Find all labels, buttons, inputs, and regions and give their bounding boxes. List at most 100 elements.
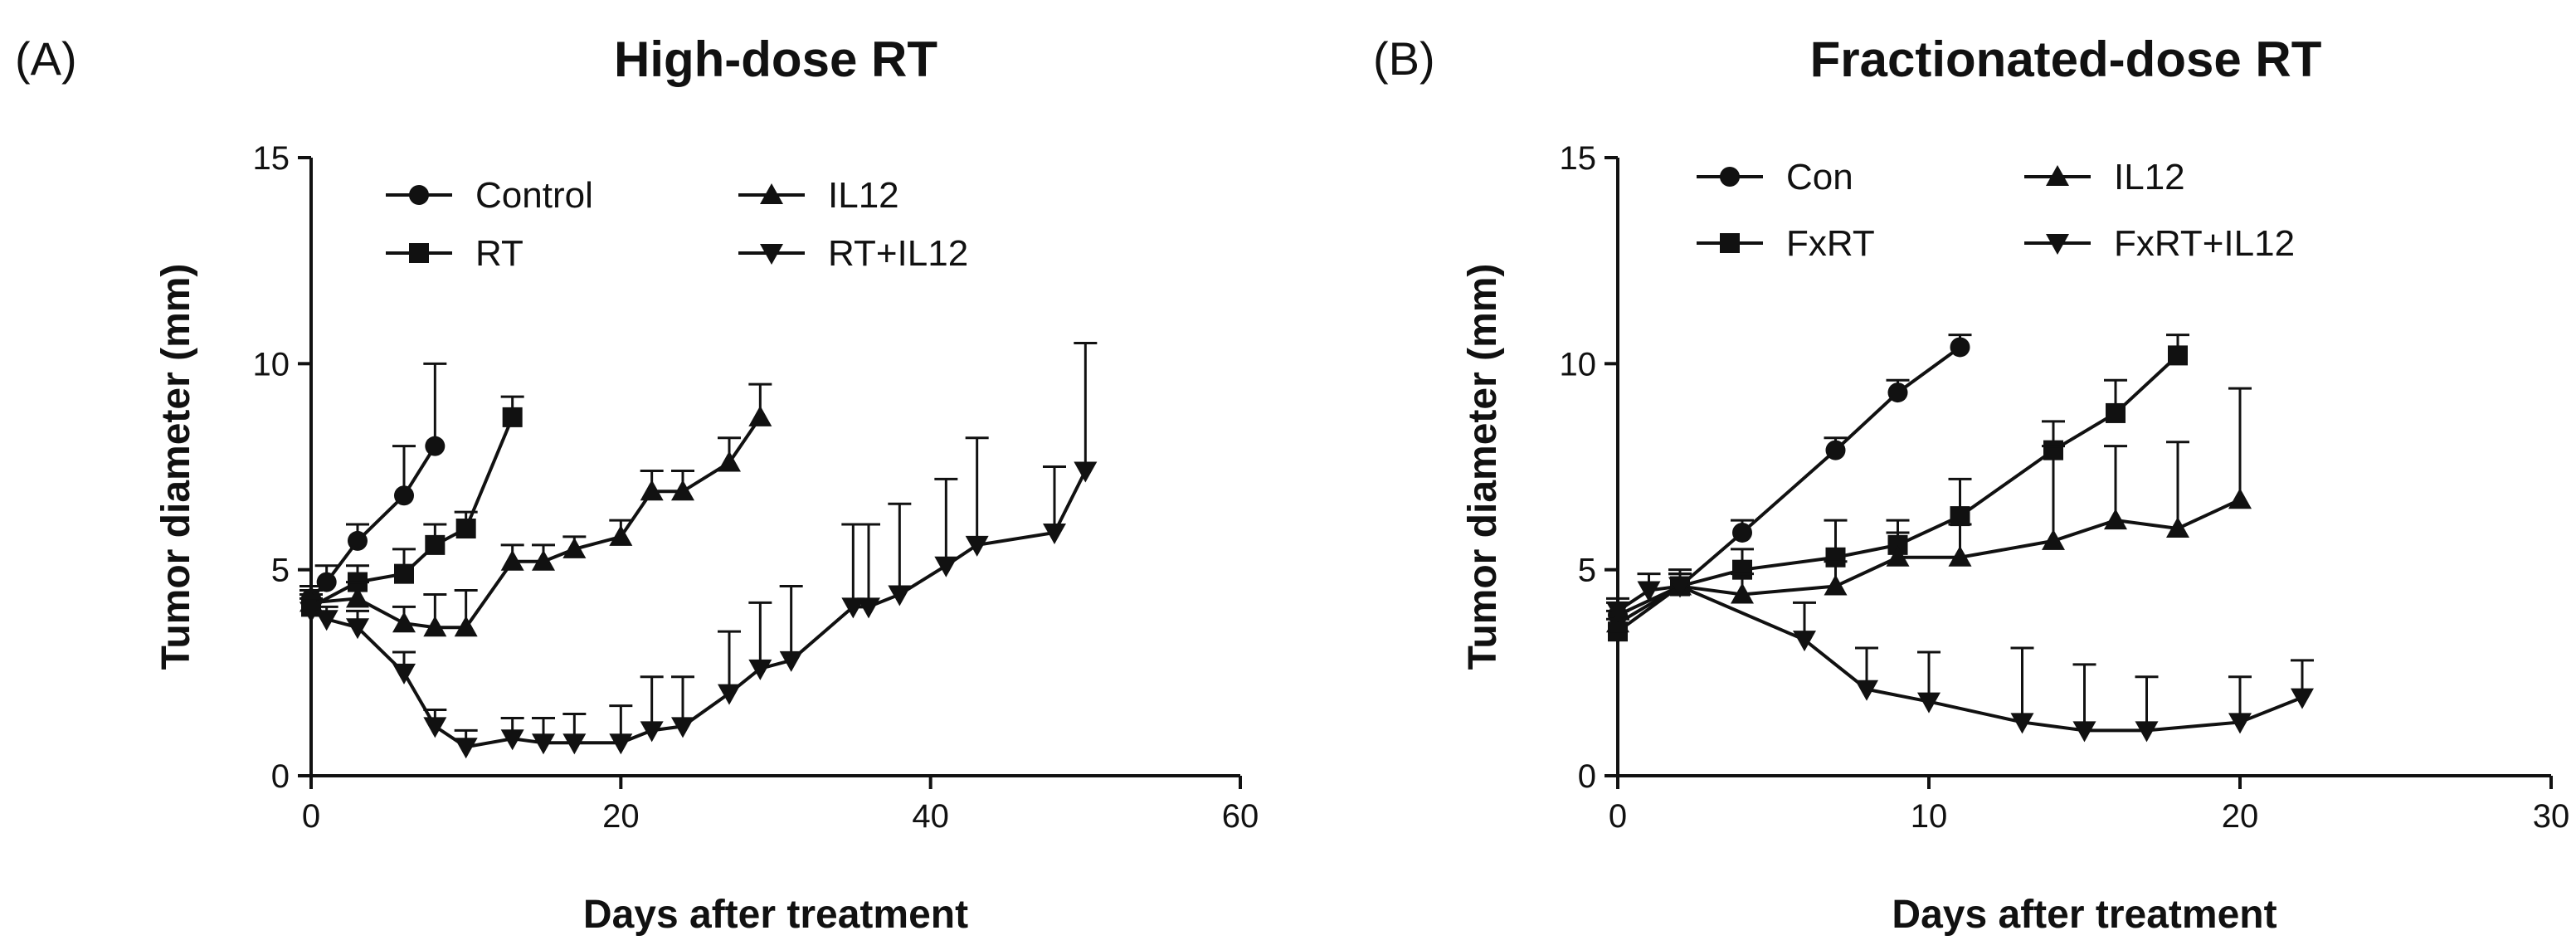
- data-point: [423, 717, 447, 738]
- data-point: [1606, 602, 1629, 623]
- series-control: [299, 362, 447, 609]
- legend-item-control: Control: [386, 175, 593, 216]
- series-line: [1616, 498, 2241, 625]
- panel-a: (A) High-dose RT 0 5 10 15 0 20 40 60 Tumor diam…: [15, 32, 1259, 937]
- series-con: [1606, 334, 1972, 626]
- data-point: [454, 738, 478, 759]
- data-point: [532, 549, 555, 571]
- legend-item-fxrt-il12: FxRT+IL12: [2024, 223, 2295, 264]
- series-rt-il12: [299, 342, 1098, 759]
- data-point: [2104, 509, 2127, 530]
- data-point: [532, 733, 555, 755]
- data-point: [500, 549, 524, 571]
- data-point: [500, 729, 524, 751]
- legend-marker: [760, 244, 783, 265]
- legend-item-rt-il12: RT+IL12: [738, 233, 968, 274]
- y-tick-label: 15: [253, 140, 290, 177]
- legend-label: Con: [1786, 157, 1853, 197]
- data-point: [346, 618, 369, 640]
- legend-marker: [760, 183, 783, 204]
- data-point: [2228, 713, 2252, 734]
- data-point: [1793, 631, 1816, 652]
- y-tick-label: 10: [253, 346, 290, 382]
- data-point: [609, 524, 633, 546]
- legend-label: IL12: [2114, 157, 2185, 197]
- data-point: [392, 663, 416, 684]
- y-tick-label: 5: [1578, 553, 1596, 589]
- data-point: [1855, 680, 1878, 701]
- data-point: [454, 616, 478, 637]
- data-point: [1637, 581, 1661, 602]
- data-point: [1043, 523, 1066, 544]
- data-point: [502, 407, 523, 427]
- data-point: [965, 535, 989, 557]
- data-point: [423, 616, 447, 637]
- data-point: [316, 572, 337, 592]
- legend-item-fxrt: FxRT: [1697, 223, 1875, 264]
- legend-label: IL12: [828, 175, 899, 216]
- data-point: [2135, 721, 2159, 743]
- chart-title: High-dose RT: [614, 32, 937, 87]
- x-axis-label: Days after treatment: [583, 893, 968, 937]
- y-tick-label: 0: [1578, 758, 1596, 795]
- legend-marker: [409, 243, 429, 263]
- data-point: [748, 405, 772, 426]
- data-point: [394, 563, 414, 584]
- x-tick-label: 0: [302, 798, 320, 835]
- data-point: [392, 611, 416, 633]
- data-point: [1950, 506, 1970, 527]
- y-tick-label: 15: [1560, 140, 1597, 177]
- data-point: [1668, 577, 1692, 598]
- series-line: [310, 470, 1088, 749]
- data-point: [2010, 713, 2034, 734]
- data-point: [857, 597, 880, 619]
- data-point: [562, 733, 587, 755]
- data-point: [640, 480, 664, 501]
- data-point: [425, 436, 446, 456]
- data-point: [1825, 440, 1846, 460]
- data-point: [1917, 692, 1941, 714]
- series-fxrt-il12: [1606, 568, 2314, 743]
- data-point: [609, 733, 633, 755]
- data-point: [671, 480, 694, 501]
- data-point: [718, 451, 741, 472]
- data-point: [2106, 402, 2126, 423]
- data-point: [934, 556, 958, 577]
- legend-item-con: Con: [1697, 157, 1853, 197]
- x-axis-label: Days after treatment: [1892, 893, 2277, 937]
- series-il12: [299, 382, 772, 637]
- legend-label: FxRT+IL12: [2114, 223, 2295, 264]
- x-tick-label: 20: [602, 798, 640, 835]
- data-point: [1950, 337, 1970, 358]
- plot-area: 0 5 10 15 0 10 20 30 Tumor diameter (mm) Days aft…: [1461, 140, 2569, 937]
- legend-marker: [2046, 165, 2069, 186]
- data-point: [2072, 721, 2096, 743]
- data-point: [455, 519, 476, 538]
- data-point: [2168, 345, 2188, 366]
- data-point: [718, 684, 741, 705]
- legend-marker: [2046, 234, 2069, 255]
- y-axis-label: Tumor diameter (mm): [154, 264, 198, 670]
- data-point: [299, 602, 323, 623]
- data-point: [2228, 488, 2252, 509]
- panel-label: (A): [15, 32, 77, 85]
- legend-label: RT+IL12: [828, 233, 968, 274]
- x-tick-label: 0: [1609, 798, 1627, 835]
- data-point: [1074, 461, 1098, 483]
- data-point: [394, 485, 414, 506]
- data-point: [2291, 688, 2314, 709]
- legend-item-rt: RT: [386, 233, 523, 274]
- plot-area: 0 5 10 15 0 20 40 60 Tumor diameter (mm) Days aft…: [154, 140, 1259, 937]
- data-point: [671, 717, 694, 738]
- legend-label: FxRT: [1786, 223, 1875, 264]
- panel-label: (B): [1373, 32, 1435, 85]
- series-line: [1616, 584, 2303, 733]
- data-point: [1887, 382, 1908, 403]
- data-point: [888, 585, 912, 607]
- legend-marker: [409, 185, 429, 205]
- data-point: [562, 537, 587, 558]
- x-tick-label: 30: [2533, 798, 2570, 835]
- legend-item-il12: IL12: [738, 175, 899, 216]
- y-tick-label: 5: [271, 553, 290, 589]
